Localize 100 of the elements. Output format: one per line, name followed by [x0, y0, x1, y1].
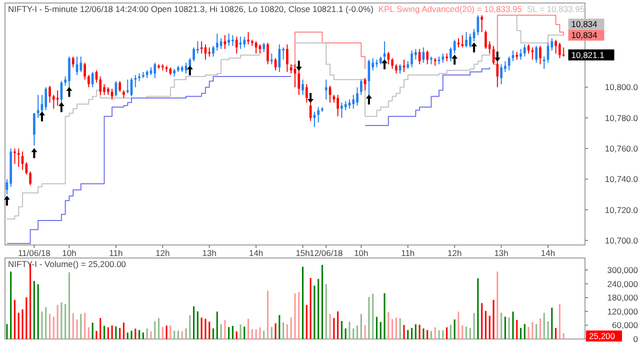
candlestick [36, 94, 40, 118]
y-tick-label: 180,000 [607, 292, 638, 303]
candlestick [103, 84, 106, 96]
x-tick-label: 11/06/18 [18, 248, 51, 258]
candlestick [126, 79, 129, 94]
candlestick [48, 85, 51, 104]
candlestick [52, 94, 55, 110]
candlestick [469, 33, 472, 48]
x-tick-label: 12h [448, 248, 462, 258]
text: 25,200 [589, 331, 616, 341]
x-tick-label: 12/06/18 [310, 248, 343, 258]
candlestick [453, 39, 456, 54]
candlestick [562, 46, 565, 58]
x-tick-label: 15h [296, 248, 310, 258]
y-tick-label: 10,760.0 [604, 144, 638, 154]
candlestick [216, 33, 218, 51]
candlestick [33, 112, 36, 146]
candlestick [542, 56, 546, 70]
candlestick [192, 46, 195, 62]
text: 10,821.1 [571, 50, 604, 60]
y-tick-label: 300,000 [607, 264, 638, 275]
candlestick [68, 56, 70, 88]
candlestick [554, 39, 557, 54]
series-label: KPL Swing Advanced(20) = 10,833.95 [378, 4, 522, 14]
chart-title: NIFTY-I - Volume() = 25,200.00 [8, 259, 126, 269]
y-tick-label: 60,000 [612, 320, 638, 330]
candlestick [426, 50, 429, 65]
candlestick [118, 80, 121, 92]
candlestick [243, 36, 246, 48]
candlestick [25, 162, 28, 176]
candlestick [235, 36, 238, 54]
candlestick [340, 102, 343, 118]
candlestick [212, 45, 214, 58]
candlestick [247, 32, 250, 45]
x-tick-label: 12h [156, 248, 170, 258]
candlestick [44, 86, 48, 111]
candlestick [465, 32, 468, 48]
x-tick-label: 14h [248, 248, 264, 258]
candlestick [395, 64, 398, 74]
chart-title: NIFTY-I - 5-minute 12/06/18 14:24:00 Open 10821.3, Hi 10826, Lo 10820, Close 10821.1 (-0.0%) [8, 4, 374, 14]
candlestick [500, 64, 502, 85]
y-tick-label: 0 [633, 334, 638, 344]
candlestick [414, 48, 417, 60]
x-tick-label: 13h [202, 248, 217, 258]
candlestick [520, 48, 522, 60]
candlestick [391, 58, 394, 70]
candlestick [84, 62, 86, 80]
candlestick [286, 44, 288, 72]
candlestick [154, 62, 156, 79]
y-tick-label: 10,740.0 [604, 174, 638, 184]
candlestick [360, 79, 362, 96]
x-tick-label: 11h [109, 248, 123, 258]
y-tick-label: 240,000 [607, 278, 638, 289]
candlestick [352, 94, 355, 110]
y-tick-label: 10,800.0 [604, 82, 638, 92]
candlestick [306, 84, 308, 104]
candlestick [508, 56, 510, 71]
candlestick [539, 45, 542, 65]
x-tick-label: 13h [494, 248, 509, 258]
candlestick [228, 33, 230, 46]
candlestick [480, 14, 484, 33]
candlestick [461, 34, 464, 48]
candlestick [324, 79, 328, 100]
candlestick [336, 94, 339, 117]
candlestick [266, 42, 269, 65]
y-tick-label: 10,700.0 [604, 235, 638, 246]
candlestick [134, 74, 137, 88]
candlestick [208, 46, 211, 58]
candlestick [558, 42, 561, 59]
candlestick [99, 76, 102, 96]
candlestick [484, 30, 487, 50]
candlestick [317, 106, 320, 123]
candlestick [356, 86, 358, 106]
candlestick [232, 34, 234, 46]
candlestick [262, 42, 266, 53]
series-label: SL = 10,833.95 [527, 4, 585, 14]
candlestick [535, 45, 538, 64]
candlestick [88, 74, 90, 88]
candlestick [91, 71, 94, 88]
x-tick-label: 14h [540, 248, 556, 258]
y-tick-label: 120,000 [607, 306, 638, 316]
y-tick-label: 10,780.0 [604, 112, 638, 123]
candlestick [29, 170, 32, 186]
x-tick-label: 10h [354, 248, 369, 258]
candlestick [344, 100, 347, 111]
candlestick [270, 53, 273, 65]
candlestick [14, 148, 16, 164]
candlestick [302, 79, 304, 96]
candlestick [398, 64, 402, 74]
x-tick-label: 10h [62, 248, 77, 258]
y-tick-label: 10,720.0 [604, 204, 638, 215]
data-label: 10,834 [571, 30, 598, 40]
x-tick-label: 11h [401, 248, 415, 258]
data-label: 10,834 [571, 19, 598, 30]
candlestick [410, 50, 413, 68]
candlestick [72, 56, 74, 68]
candlestick [523, 44, 526, 58]
candlestick [290, 64, 292, 74]
candlestick [80, 56, 82, 72]
candlestick [17, 148, 20, 168]
